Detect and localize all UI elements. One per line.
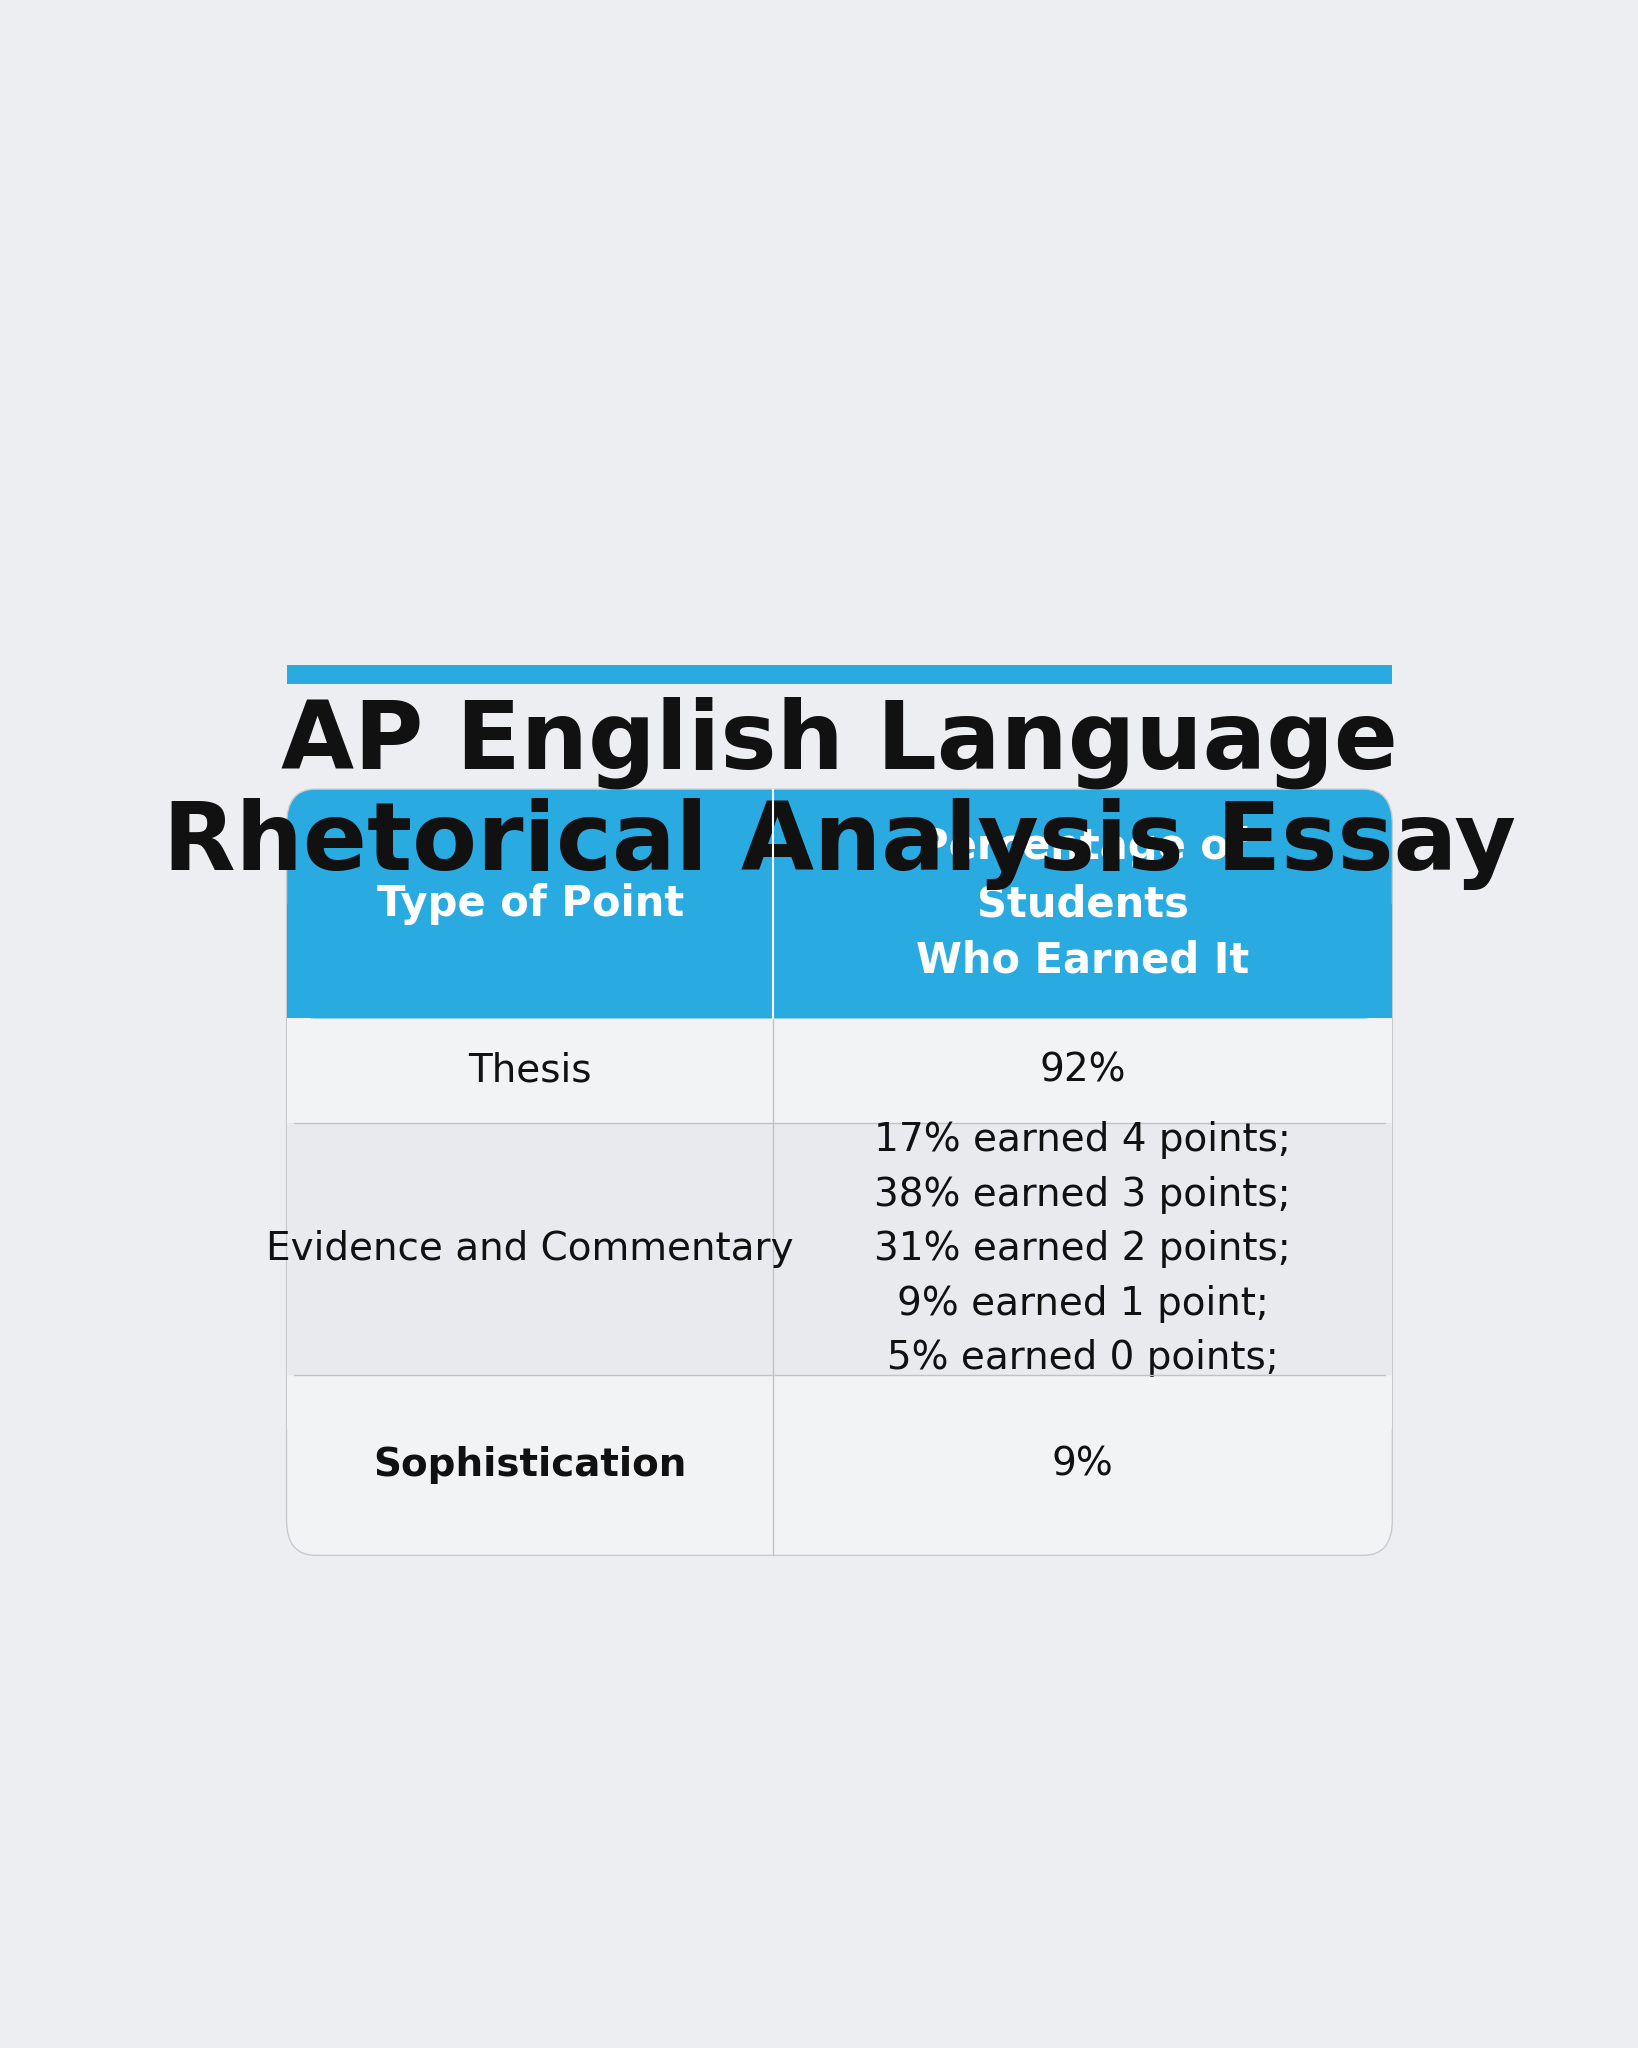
- Bar: [287, 1122, 1392, 1374]
- Text: 92%: 92%: [1038, 1053, 1125, 1090]
- Text: Percentage of
Students
Who Earned It: Percentage of Students Who Earned It: [916, 825, 1250, 981]
- Text: Sophistication: Sophistication: [373, 1446, 686, 1485]
- Text: Evidence and Commentary: Evidence and Commentary: [267, 1231, 794, 1268]
- Text: AP English Language
Rhetorical Analysis Essay: AP English Language Rhetorical Analysis …: [162, 696, 1517, 891]
- Text: 9%: 9%: [1052, 1446, 1114, 1485]
- Bar: [287, 903, 1392, 1018]
- FancyBboxPatch shape: [287, 791, 1392, 1554]
- Text: 17% earned 4 points;
38% earned 3 points;
31% earned 2 points;
9% earned 1 point: 17% earned 4 points; 38% earned 3 points…: [875, 1120, 1291, 1376]
- Text: Type of Point: Type of Point: [377, 883, 683, 926]
- Text: Thesis: Thesis: [468, 1053, 591, 1090]
- Bar: [287, 666, 1392, 684]
- Bar: [287, 1018, 1392, 1122]
- Bar: [287, 1374, 1392, 1430]
- FancyBboxPatch shape: [287, 1374, 1392, 1554]
- FancyBboxPatch shape: [287, 791, 1392, 1018]
